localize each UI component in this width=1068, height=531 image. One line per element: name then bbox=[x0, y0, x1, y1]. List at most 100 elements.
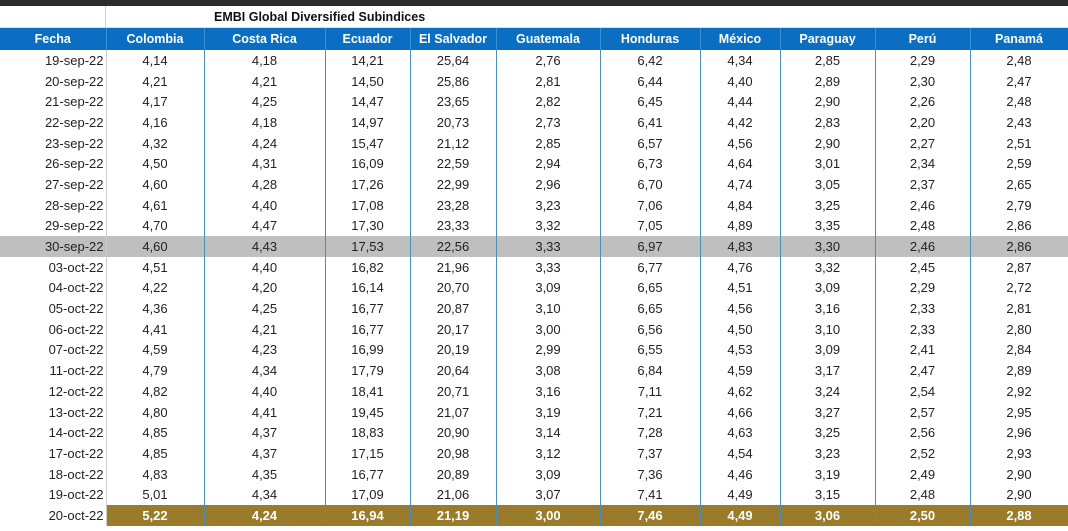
value-cell[interactable]: 3,08 bbox=[496, 360, 601, 381]
value-cell[interactable]: 2,72 bbox=[970, 277, 1068, 299]
value-cell[interactable]: 4,56 bbox=[700, 298, 781, 319]
value-cell[interactable]: 2,65 bbox=[970, 174, 1068, 195]
value-cell[interactable]: 2,90 bbox=[970, 484, 1068, 506]
value-cell[interactable]: 2,86 bbox=[970, 215, 1068, 237]
value-cell[interactable]: 2,29 bbox=[875, 277, 971, 299]
value-cell[interactable]: 4,79 bbox=[106, 360, 205, 381]
value-cell[interactable]: 4,64 bbox=[700, 153, 781, 175]
value-cell[interactable]: 2,33 bbox=[875, 298, 971, 319]
value-cell[interactable]: 6,44 bbox=[600, 70, 701, 92]
value-cell[interactable]: 4,60 bbox=[106, 174, 205, 195]
value-cell[interactable]: 21,12 bbox=[410, 132, 497, 154]
value-cell[interactable]: 2,48 bbox=[970, 50, 1068, 71]
value-cell[interactable]: 4,63 bbox=[700, 422, 781, 444]
value-cell[interactable]: 17,30 bbox=[325, 215, 411, 237]
value-cell[interactable]: 6,56 bbox=[600, 318, 701, 340]
value-cell[interactable]: 4,36 bbox=[106, 298, 205, 319]
date-cell[interactable]: 18-oct-22 bbox=[0, 463, 107, 485]
value-cell[interactable]: 3,10 bbox=[496, 298, 601, 319]
value-cell[interactable]: 4,80 bbox=[106, 401, 205, 423]
date-cell[interactable]: 13-oct-22 bbox=[0, 401, 107, 423]
value-cell[interactable]: 3,06 bbox=[780, 505, 876, 526]
value-cell[interactable]: 20,89 bbox=[410, 463, 497, 485]
value-cell[interactable]: 2,49 bbox=[875, 463, 971, 485]
value-cell[interactable]: 16,14 bbox=[325, 277, 411, 299]
value-cell[interactable]: 2,37 bbox=[875, 174, 971, 195]
value-cell[interactable]: 17,26 bbox=[325, 174, 411, 195]
value-cell[interactable]: 2,88 bbox=[970, 505, 1068, 526]
value-cell[interactable]: 20,98 bbox=[410, 443, 497, 464]
value-cell[interactable]: 4,60 bbox=[106, 236, 205, 257]
date-cell[interactable]: 27-sep-22 bbox=[0, 174, 107, 195]
value-cell[interactable]: 20,17 bbox=[410, 318, 497, 340]
value-cell[interactable]: 2,47 bbox=[970, 70, 1068, 92]
date-cell[interactable]: 22-sep-22 bbox=[0, 112, 107, 133]
value-cell[interactable]: 3,09 bbox=[496, 463, 601, 485]
value-cell[interactable]: 3,00 bbox=[496, 318, 601, 340]
value-cell[interactable]: 2,50 bbox=[875, 505, 971, 526]
value-cell[interactable]: 6,77 bbox=[600, 256, 701, 278]
value-cell[interactable]: 4,50 bbox=[700, 318, 781, 340]
date-cell[interactable]: 21-sep-22 bbox=[0, 91, 107, 113]
value-cell[interactable]: 14,97 bbox=[325, 112, 411, 133]
value-cell[interactable]: 23,28 bbox=[410, 194, 497, 216]
value-cell[interactable]: 3,24 bbox=[780, 381, 876, 402]
value-cell[interactable]: 2,85 bbox=[496, 132, 601, 154]
value-cell[interactable]: 4,47 bbox=[204, 215, 326, 237]
value-cell[interactable]: 3,17 bbox=[780, 360, 876, 381]
value-cell[interactable]: 4,50 bbox=[106, 153, 205, 175]
value-cell[interactable]: 2,87 bbox=[970, 256, 1068, 278]
value-cell[interactable]: 2,54 bbox=[875, 381, 971, 402]
value-cell[interactable]: 4,59 bbox=[106, 339, 205, 361]
value-cell[interactable]: 2,47 bbox=[875, 360, 971, 381]
date-cell[interactable]: 03-oct-22 bbox=[0, 256, 107, 278]
value-cell[interactable]: 2,84 bbox=[970, 339, 1068, 361]
value-cell[interactable]: 6,73 bbox=[600, 153, 701, 175]
value-cell[interactable]: 3,05 bbox=[780, 174, 876, 195]
value-cell[interactable]: 2,26 bbox=[875, 91, 971, 113]
value-cell[interactable]: 4,43 bbox=[204, 236, 326, 257]
value-cell[interactable]: 7,28 bbox=[600, 422, 701, 444]
value-cell[interactable]: 4,32 bbox=[106, 132, 205, 154]
value-cell[interactable]: 4,37 bbox=[204, 422, 326, 444]
value-cell[interactable]: 3,09 bbox=[496, 277, 601, 299]
value-cell[interactable]: 4,21 bbox=[106, 70, 205, 92]
value-cell[interactable]: 3,32 bbox=[496, 215, 601, 237]
value-cell[interactable]: 2,34 bbox=[875, 153, 971, 175]
value-cell[interactable]: 4,34 bbox=[204, 484, 326, 506]
value-cell[interactable]: 16,99 bbox=[325, 339, 411, 361]
value-cell[interactable]: 2,52 bbox=[875, 443, 971, 464]
value-cell[interactable]: 4,66 bbox=[700, 401, 781, 423]
value-cell[interactable]: 2,89 bbox=[780, 70, 876, 92]
value-cell[interactable]: 3,12 bbox=[496, 443, 601, 464]
value-cell[interactable]: 3,15 bbox=[780, 484, 876, 506]
empty-cell[interactable] bbox=[0, 6, 106, 28]
value-cell[interactable]: 6,57 bbox=[600, 132, 701, 154]
value-cell[interactable]: 2,41 bbox=[875, 339, 971, 361]
date-cell[interactable]: 23-sep-22 bbox=[0, 132, 107, 154]
value-cell[interactable]: 3,25 bbox=[780, 422, 876, 444]
value-cell[interactable]: 4,51 bbox=[700, 277, 781, 299]
value-cell[interactable]: 2,86 bbox=[970, 236, 1068, 257]
value-cell[interactable]: 4,83 bbox=[106, 463, 205, 485]
value-cell[interactable]: 4,41 bbox=[106, 318, 205, 340]
value-cell[interactable]: 21,19 bbox=[410, 505, 497, 526]
column-header[interactable]: Costa Rica bbox=[204, 28, 326, 50]
value-cell[interactable]: 16,77 bbox=[325, 298, 411, 319]
value-cell[interactable]: 6,65 bbox=[600, 277, 701, 299]
value-cell[interactable]: 4,83 bbox=[700, 236, 781, 257]
value-cell[interactable]: 4,49 bbox=[700, 484, 781, 506]
value-cell[interactable]: 4,23 bbox=[204, 339, 326, 361]
value-cell[interactable]: 22,59 bbox=[410, 153, 497, 175]
value-cell[interactable]: 3,09 bbox=[780, 339, 876, 361]
value-cell[interactable]: 5,22 bbox=[106, 505, 205, 526]
value-cell[interactable]: 3,27 bbox=[780, 401, 876, 423]
value-cell[interactable]: 7,41 bbox=[600, 484, 701, 506]
date-cell[interactable]: 20-oct-22 bbox=[0, 505, 107, 526]
value-cell[interactable]: 19,45 bbox=[325, 401, 411, 423]
value-cell[interactable]: 2,51 bbox=[970, 132, 1068, 154]
value-cell[interactable]: 2,79 bbox=[970, 194, 1068, 216]
column-header[interactable]: El Salvador bbox=[410, 28, 497, 50]
value-cell[interactable]: 18,83 bbox=[325, 422, 411, 444]
value-cell[interactable]: 2,92 bbox=[970, 381, 1068, 402]
